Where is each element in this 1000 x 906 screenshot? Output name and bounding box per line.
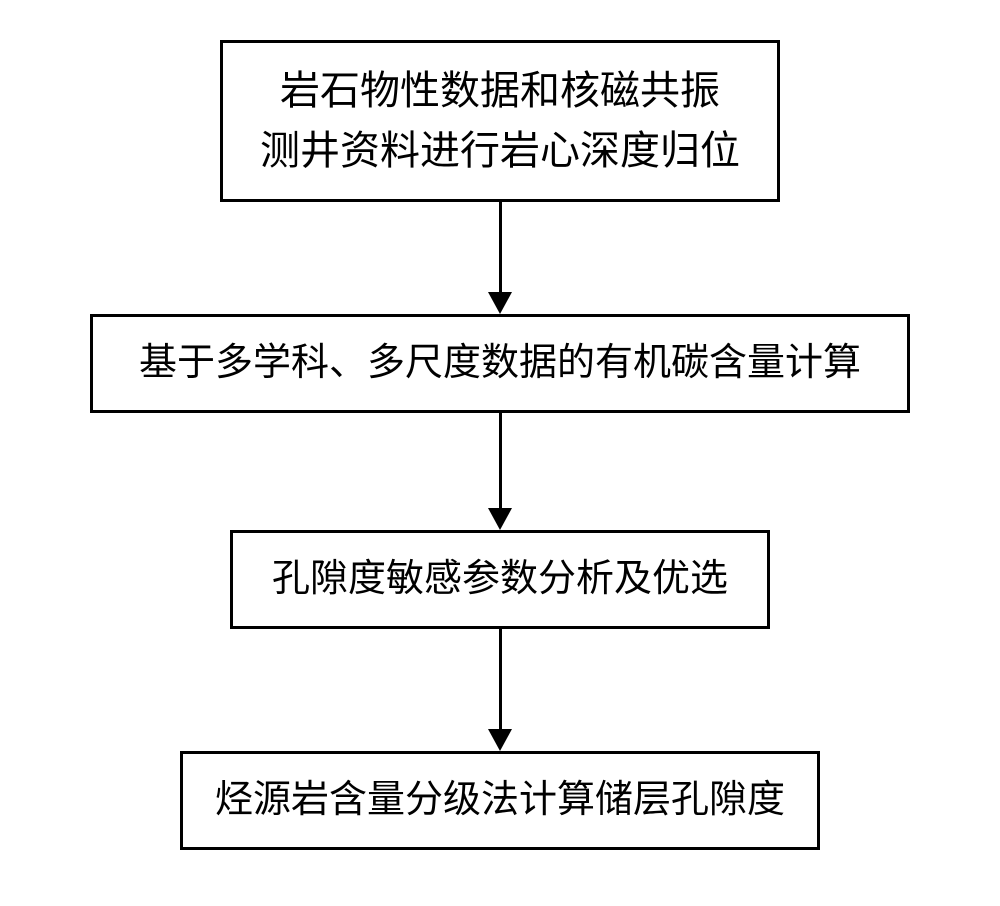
flow-node-2: 基于多学科、多尺度数据的有机碳含量计算 <box>90 314 910 413</box>
flow-arrow-3 <box>488 629 512 751</box>
arrow-head-icon <box>488 729 512 751</box>
flow-node-3-line-1: 孔隙度敏感参数分析及优选 <box>257 551 743 608</box>
flowchart-container: 岩石物性数据和核磁共振 测井资料进行岩心深度归位 基于多学科、多尺度数据的有机碳… <box>90 40 910 850</box>
arrow-shaft-icon <box>499 413 502 508</box>
flow-node-4: 烃源岩含量分级法计算储层孔隙度 <box>180 751 820 850</box>
arrow-head-icon <box>488 508 512 530</box>
arrow-shaft-icon <box>499 202 502 292</box>
flow-node-1-line-1: 岩石物性数据和核磁共振 <box>247 61 753 121</box>
flow-node-2-line-1: 基于多学科、多尺度数据的有机碳含量计算 <box>117 335 883 392</box>
arrow-shaft-icon <box>499 629 502 729</box>
flow-node-1: 岩石物性数据和核磁共振 测井资料进行岩心深度归位 <box>220 40 780 202</box>
flow-arrow-2 <box>488 413 512 530</box>
flow-node-1-line-2: 测井资料进行岩心深度归位 <box>247 121 753 181</box>
flow-node-3: 孔隙度敏感参数分析及优选 <box>230 530 770 629</box>
flow-arrow-1 <box>488 202 512 314</box>
arrow-head-icon <box>488 292 512 314</box>
flow-node-4-line-1: 烃源岩含量分级法计算储层孔隙度 <box>207 772 793 829</box>
